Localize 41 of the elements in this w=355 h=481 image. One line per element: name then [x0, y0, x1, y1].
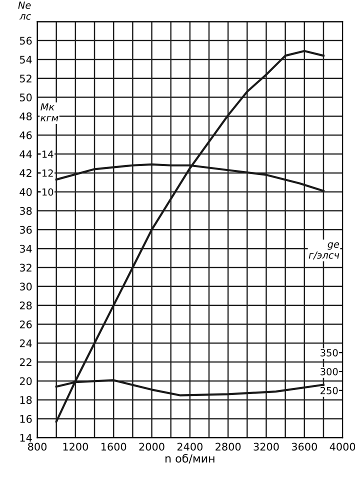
y-tick-label: 40: [20, 188, 32, 196]
x-tick-label: 2000: [139, 442, 164, 451]
x-tick-label: 3600: [292, 442, 317, 451]
y-tick-label: 28: [20, 302, 32, 310]
y-tick-label: 56: [20, 36, 32, 45]
y-tick-label: 52: [20, 74, 32, 82]
x-tick-label: 4000: [330, 442, 355, 451]
y-tick-label: 46: [20, 131, 32, 140]
x-axis-title: n об/мин: [166, 454, 214, 464]
y-tick-label: 54: [20, 56, 32, 64]
y-tick-label: 32: [20, 264, 32, 272]
y-tick-label: 38: [20, 206, 32, 215]
x-tick-label: 800: [28, 442, 47, 451]
y-tick-label: 34: [20, 244, 32, 253]
y-tick-label: 48: [20, 112, 32, 120]
x-tick-label: 1200: [63, 442, 88, 451]
y-tick-label: 18: [20, 396, 32, 404]
y3-tick-label: 10: [42, 188, 54, 196]
y3-tick-label: 14: [42, 150, 54, 158]
y-tick-label: 22: [20, 358, 32, 366]
y-tick-label: 50: [20, 94, 32, 102]
y-tick-label: 20: [20, 377, 32, 386]
y-tick-label: 30: [20, 282, 32, 291]
y2-tick-label: 250: [320, 386, 338, 394]
y2-tick-label: 350: [320, 349, 338, 356]
x-tick-label: 2400: [177, 442, 202, 451]
y-axis-title: Ne лс: [18, 2, 32, 20]
y2-axis-title: ge г/элсч: [308, 242, 340, 260]
y-tick-label: 42: [20, 169, 32, 177]
y-tick-label: 16: [20, 415, 32, 423]
y-tick-label: 44: [20, 150, 32, 158]
y-tick-label: 14: [20, 434, 32, 442]
y-tick-label: 36: [20, 226, 32, 234]
x-tick-label: 3200: [254, 442, 279, 451]
x-tick-label: 1600: [101, 442, 126, 451]
y3-axis-title: Mк кгм: [40, 103, 58, 122]
x-tick-label: 2800: [216, 442, 241, 451]
y3-tick-label: 12: [42, 169, 53, 177]
y-tick-label: 24: [20, 339, 32, 348]
y-tick-label: 26: [20, 320, 32, 328]
y2-tick-label: 300: [320, 368, 338, 376]
